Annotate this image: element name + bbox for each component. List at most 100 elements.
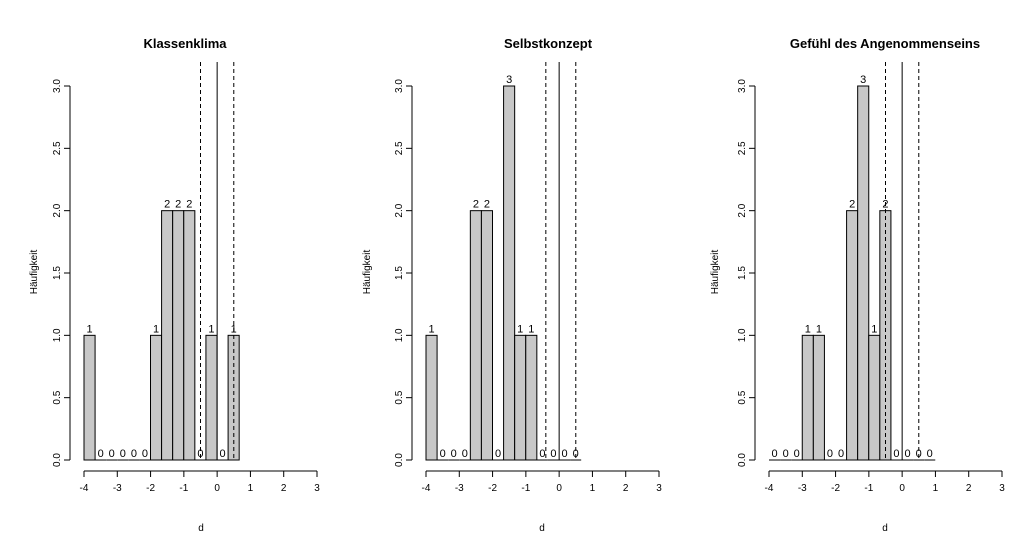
panel-3-x-tick-label: 1 — [933, 483, 939, 494]
panel-1-x-tick-label: -3 — [113, 483, 122, 494]
panel-2-bar — [514, 334, 527, 461]
panel-2-bar — [525, 334, 538, 461]
panel-3-ylabel: Häufigkeit — [710, 250, 721, 295]
panel-3-y-tick-label: 2.0 — [737, 203, 748, 217]
panel-2-x-tick-label: 2 — [623, 483, 629, 494]
panel-1-bar — [150, 334, 163, 461]
panel-1-count-label: 0 — [120, 448, 126, 460]
panel-2-count-label: 0 — [539, 448, 545, 460]
panel-3-x-tick-label: 3 — [999, 483, 1005, 494]
panel-3-count-label: 0 — [893, 448, 899, 460]
panel-2-count-label: 2 — [484, 199, 490, 211]
panel-3-y-tick-label: 0.0 — [737, 453, 748, 467]
panel-1-x-tick-label: -2 — [146, 483, 155, 494]
panel-2-count-label: 1 — [428, 323, 434, 335]
panel-2-marks: 10002203110000-4-3-2-101230.00.51.01.52.… — [394, 62, 662, 494]
panel-1-count-label: 1 — [208, 323, 214, 335]
panel-3-x-tick-label: 2 — [966, 483, 972, 494]
panel-1-y-tick-label: 3.0 — [52, 79, 63, 93]
panel-2-y-tick-label: 1.0 — [394, 328, 405, 342]
panel-1-xlabel: d — [198, 523, 204, 534]
panel-1-x-tick-label: 3 — [314, 483, 320, 494]
panel-3-count-label: 1 — [816, 323, 822, 335]
panel-3-count-label: 0 — [783, 448, 789, 460]
panel-1-count-label: 1 — [153, 323, 159, 335]
panel-3-count-label: 2 — [849, 199, 855, 211]
panel-3-y-tick-label: 0.5 — [737, 390, 748, 404]
panel-2-count-label: 0 — [462, 448, 468, 460]
panel-1-count-label: 2 — [186, 199, 192, 211]
panel-1-y-tick-label: 2.0 — [52, 203, 63, 217]
panel-1-x-tick-label: 2 — [281, 483, 287, 494]
panel-3-y-tick-label: 1.0 — [737, 328, 748, 342]
panel-3-count-label: 0 — [794, 448, 800, 460]
panel-1: Klassenklima d Häufigkeit 10000012220101… — [29, 36, 320, 534]
panel-3-bar — [812, 334, 825, 461]
panel-3-bar — [846, 210, 859, 461]
panel-1-marks: 10000012220101-4-3-2-101230.00.51.01.52.… — [52, 62, 320, 494]
panel-3-x-tick-label: -2 — [831, 483, 840, 494]
panel-1-x-tick-label: -4 — [80, 483, 89, 494]
panel-1-bar — [183, 210, 196, 461]
panel-2-x-tick-label: 0 — [556, 483, 562, 494]
panel-3-bar — [857, 85, 870, 461]
panel-1-y-tick-label: 1.0 — [52, 328, 63, 342]
panel-2-bar — [425, 334, 438, 461]
panel-3-count-label: 1 — [805, 323, 811, 335]
panel-1-x-tick-label: -1 — [179, 483, 188, 494]
panel-3-count-label: 0 — [927, 448, 933, 460]
panel-2-x-tick-label: -2 — [488, 483, 497, 494]
panel-2-x-tick-label: 3 — [656, 483, 662, 494]
panel-1-x-tick-label: 0 — [214, 483, 220, 494]
panel-2-y-tick-label: 0.5 — [394, 390, 405, 404]
panel-1-count-label: 2 — [164, 199, 170, 211]
panel-3-x-tick-label: -3 — [798, 483, 807, 494]
panel-1-count-label: 0 — [142, 448, 148, 460]
panel-3-y-tick-label: 2.5 — [737, 141, 748, 155]
panel-1-bar — [161, 210, 174, 461]
panel-2-count-label: 3 — [506, 74, 512, 86]
panel-1-title: Klassenklima — [143, 36, 227, 51]
panel-1-count-label: 1 — [86, 323, 92, 335]
panel-1-bar — [205, 334, 218, 461]
panel-2-bar — [503, 85, 516, 461]
panel-1-count-label: 2 — [175, 199, 181, 211]
panel-2-count-label: 0 — [495, 448, 501, 460]
panel-2-y-tick-label: 1.5 — [394, 266, 405, 280]
panel-2-y-tick-label: 2.5 — [394, 141, 405, 155]
panel-3-bar — [801, 334, 814, 461]
panel-3-x-tick-label: -1 — [864, 483, 873, 494]
panel-2-x-tick-label: -4 — [422, 483, 431, 494]
panel-3-y-tick-label: 3.0 — [737, 79, 748, 93]
panel-2-x-tick-label: 1 — [590, 483, 596, 494]
panel-2-count-label: 0 — [440, 448, 446, 460]
panel-3-count-label: 1 — [871, 323, 877, 335]
panel-3-bar — [868, 334, 881, 461]
panel-2-count-label: 1 — [528, 323, 534, 335]
panel-2-y-tick-label: 3.0 — [394, 79, 405, 93]
panel-1-y-tick-label: 1.5 — [52, 266, 63, 280]
panel-3-count-label: 0 — [838, 448, 844, 460]
panel-1-count-label: 0 — [109, 448, 115, 460]
panel-3-x-tick-label: 0 — [899, 483, 905, 494]
panel-3-count-label: 0 — [827, 448, 833, 460]
panel-1-y-tick-label: 2.5 — [52, 141, 63, 155]
panel-3-count-label: 3 — [860, 74, 866, 86]
panel-2-y-tick-label: 2.0 — [394, 203, 405, 217]
panel-3-count-label: 0 — [904, 448, 910, 460]
panel-2-bar — [480, 210, 494, 461]
panel-1-y-tick-label: 0.0 — [52, 453, 63, 467]
panel-1-bar — [83, 334, 96, 461]
panel-1-count-label: 0 — [98, 448, 104, 460]
panel-1-ylabel: Häufigkeit — [29, 250, 40, 295]
panel-3-marks: 000110023120000-4-3-2-101230.00.51.01.52… — [737, 62, 1005, 494]
panel-2-y-tick-label: 0.0 — [394, 453, 405, 467]
panel-1-count-label: 0 — [219, 448, 225, 460]
panel-2-count-label: 0 — [451, 448, 457, 460]
panel-3-xlabel: d — [882, 523, 888, 534]
panel-2-count-label: 1 — [517, 323, 523, 335]
panel-2-count-label: 2 — [473, 199, 479, 211]
panel-3-y-tick-label: 1.5 — [737, 266, 748, 280]
